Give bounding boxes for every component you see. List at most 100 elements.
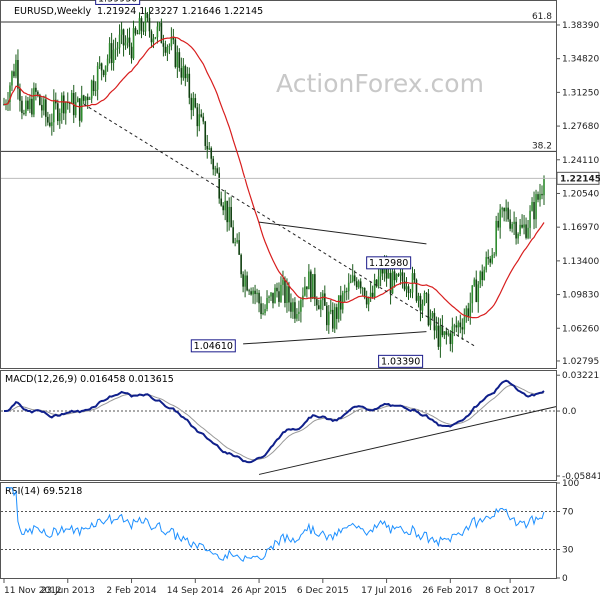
candle-body [70,92,73,104]
candle-body [385,265,388,279]
x-tick-label: 17 Jul 2016 [361,586,412,596]
candle-body [345,290,348,292]
candle-body [461,327,464,330]
candle-body [250,291,252,295]
rsi-tick-label: 0 [562,574,568,584]
candle-body [525,224,527,238]
candle-body [94,89,97,92]
y-tick-label: 1.31250 [562,88,599,98]
candle-body [31,98,33,115]
rsi-tick-label: 30 [562,546,574,556]
candle-body [501,208,503,210]
candle-body [331,309,334,329]
candle-body [493,254,495,256]
candle-body [102,70,105,76]
macd-indicator: 0.032215 0.0 -0.058413 [1,371,600,482]
candle-body [218,172,221,199]
candle-body [437,325,440,347]
symbol-timeframe: EURUSD,Weekly [14,6,92,17]
candle-body [140,18,143,31]
candle-body [104,65,107,76]
candle-body [355,281,358,288]
candle-body [130,46,133,59]
candle-body [316,299,318,306]
candle-body [465,308,468,318]
candle-body [541,193,543,196]
candle-body [164,46,167,53]
candle-body [154,37,157,39]
candle-body [363,288,366,298]
x-tick-label: 14 Sep 2014 [167,586,224,596]
candle-body [184,66,187,79]
candle-body [254,290,256,295]
y-tick-label: 1.24110 [562,156,599,166]
candle-body [324,293,326,306]
candle-body [150,31,153,43]
candle-body [13,71,15,77]
candle-body [204,121,207,147]
candle-body [158,22,161,27]
candle-body [401,272,404,281]
candle-body [429,316,432,326]
candle-body [57,103,59,122]
candle-body [371,292,374,297]
candle-body [68,103,71,104]
candle-body [391,271,394,294]
macd-panel [0,370,557,481]
candle-body [90,80,93,99]
candle-body [260,303,262,315]
candle-body [286,286,288,303]
candle-body [236,240,238,243]
candle-body [529,210,531,228]
price-label: 1.03390 [381,356,420,367]
candle-body [479,271,482,285]
candle-body [49,122,51,126]
candle-body [379,266,382,277]
candle-body [397,274,400,276]
candle-body [365,297,368,305]
y-tick-label: 1.09830 [562,291,599,301]
candle-body [499,209,501,228]
candle-body [417,295,420,301]
candle-body [433,312,436,331]
candle-body [485,257,488,270]
candle-body [82,95,85,101]
candle-body [497,220,499,228]
candle-body [51,122,53,126]
candle-body [351,275,354,282]
candle-body [387,272,390,279]
candle-body [208,148,211,150]
candle-body [182,66,185,78]
candle-body [320,300,322,310]
candle-body [393,271,396,281]
candle-body [188,73,191,98]
candle-body [290,302,292,312]
candle-body [142,30,145,32]
candle-body [134,28,137,34]
candle-body [186,73,189,79]
candle-body [419,295,422,311]
candle-body [288,286,290,303]
price-label: 1.04610 [194,341,233,352]
candle-body [274,287,276,304]
ohlc-values: 1.21924 1.23227 1.21646 1.22145 [97,6,263,17]
candle-body [226,200,228,223]
candle-body [78,98,81,121]
candle-body [537,194,539,200]
price-label-box [95,0,141,5]
candle-body [467,308,470,317]
candle-body [126,37,129,43]
candle-body [256,292,258,295]
candle-body [314,274,316,300]
candle-body [88,98,91,101]
candle-body [144,14,147,32]
x-tick-label: 2 Feb 2014 [106,586,157,596]
price-label: 1.12980 [369,258,408,269]
candle-body [423,292,426,305]
candle-body [62,95,65,114]
y-tick-label: 1.20540 [562,189,599,199]
candle-body [333,307,336,329]
candle-body [174,39,177,68]
macd-trendline [258,406,557,475]
candle-body [272,292,274,304]
